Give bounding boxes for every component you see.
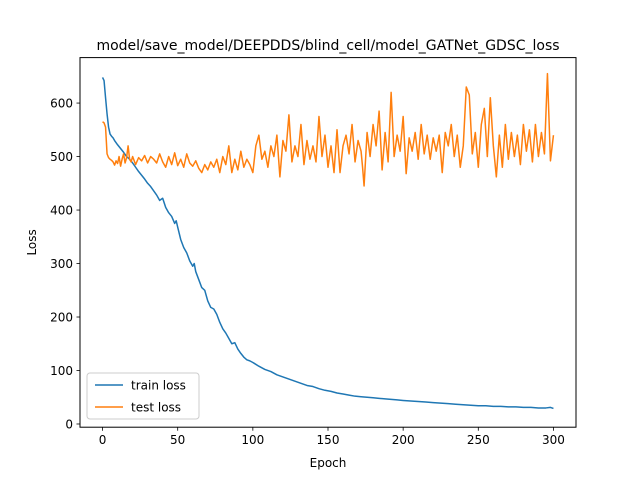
x-tick-label: 50 bbox=[170, 433, 185, 447]
y-axis-label: Loss bbox=[25, 229, 39, 255]
y-axis: 0 100 200 300 400 500 600 bbox=[50, 96, 80, 431]
x-tick-label: 300 bbox=[542, 433, 565, 447]
x-tick-label: 0 bbox=[99, 433, 107, 447]
y-tick-label: 200 bbox=[50, 310, 73, 324]
legend: train loss test loss bbox=[86, 372, 200, 420]
series-line-train-loss bbox=[101, 77, 554, 410]
legend-label: train loss bbox=[131, 379, 186, 393]
y-tick-label: 0 bbox=[65, 417, 73, 431]
x-axis: 0 50 100 150 200 250 300 bbox=[99, 427, 565, 447]
y-tick-label: 300 bbox=[50, 257, 73, 271]
y-tick-label: 500 bbox=[50, 150, 73, 164]
y-tick-label: 400 bbox=[50, 203, 73, 217]
x-tick-label: 200 bbox=[392, 433, 415, 447]
legend-label: test loss bbox=[131, 401, 181, 415]
y-tick-label: 600 bbox=[50, 96, 73, 110]
x-tick-label: 100 bbox=[241, 433, 264, 447]
x-tick-label: 250 bbox=[467, 433, 490, 447]
chart-title: model/save_model/DEEPDDS/blind_cell/mode… bbox=[96, 38, 559, 54]
y-tick-label: 100 bbox=[50, 364, 73, 378]
series-layer bbox=[101, 72, 555, 410]
x-tick-label: 150 bbox=[317, 433, 340, 447]
x-axis-label: Epoch bbox=[310, 456, 347, 470]
series-line-test-loss bbox=[102, 72, 555, 187]
